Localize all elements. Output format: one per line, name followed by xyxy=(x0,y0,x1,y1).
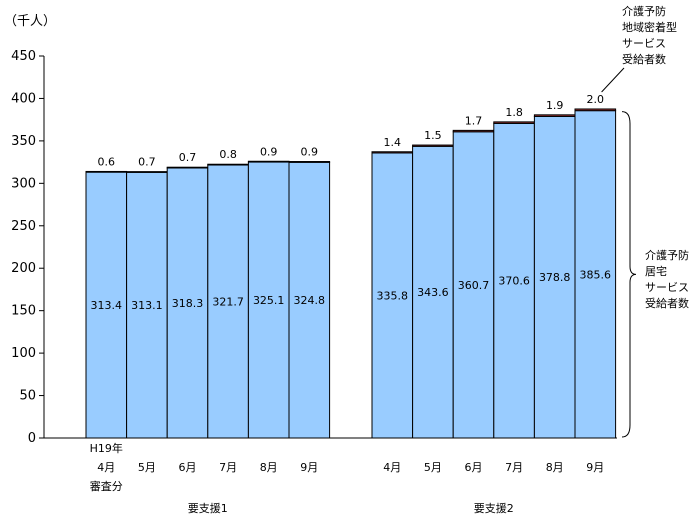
category-label: 8月 xyxy=(260,461,278,474)
y-tick-label: 300 xyxy=(11,176,36,191)
category-label: 9月 xyxy=(300,461,318,474)
data-label-home-service: 313.4 xyxy=(91,299,123,312)
series-label-home-service: サービス xyxy=(645,281,689,294)
data-label-community-service: 0.7 xyxy=(179,151,197,164)
category-label: 9月 xyxy=(586,461,604,474)
series-label-community-service: 地域密着型 xyxy=(622,20,677,34)
bar-segment-community-service xyxy=(166,166,209,169)
y-tick-label: 250 xyxy=(11,219,36,234)
data-labels: 313.4 0.6 313.1 0.7 318.3 0.7 321.7 0.8 325.1 0.9… xyxy=(91,93,612,312)
data-label-community-service: 0.9 xyxy=(301,146,319,159)
data-label-home-service: 325.1 xyxy=(253,294,285,307)
group-label: 要支援2 xyxy=(474,501,514,515)
data-label-community-service: 1.9 xyxy=(546,99,564,112)
data-label-community-service: 0.9 xyxy=(260,145,278,158)
category-label: 8月 xyxy=(546,461,564,474)
data-label-community-service: 1.7 xyxy=(465,114,483,127)
y-tick-label: 350 xyxy=(11,134,36,149)
category-label: 4月 xyxy=(383,461,401,474)
category-label: 5月 xyxy=(424,461,442,474)
bar-segment-home-service xyxy=(371,152,414,439)
data-label-community-service: 1.4 xyxy=(384,136,402,149)
bar-segment-community-service xyxy=(412,144,454,147)
category-label: 7月 xyxy=(219,461,237,474)
y-tick-label: 450 xyxy=(11,49,36,64)
data-label-community-service: 1.8 xyxy=(505,106,523,119)
data-label-home-service: 378.8 xyxy=(539,271,571,284)
data-label-home-service: 324.8 xyxy=(294,294,326,307)
series-label-home-service: 受給者数 xyxy=(645,296,689,310)
bar-segment-community-service xyxy=(493,121,535,124)
data-label-community-service: 1.5 xyxy=(424,129,442,142)
category-label: 審査分 xyxy=(90,479,123,493)
bar-segment-community-service xyxy=(533,114,576,117)
bar-segment-community-service xyxy=(85,170,128,173)
bar-segment-community-service xyxy=(371,151,414,154)
category-label: 5月 xyxy=(138,461,156,474)
category-label: 4月 xyxy=(97,461,115,474)
bar-segment-home-service xyxy=(412,145,454,439)
y-tick-label: 100 xyxy=(11,346,36,361)
group-label: 要支援1 xyxy=(188,501,228,515)
category-label: 6月 xyxy=(465,461,483,474)
y-tick-label: 150 xyxy=(11,304,36,319)
category-label: H19年 xyxy=(90,441,123,455)
data-label-home-service: 335.8 xyxy=(377,289,409,302)
data-label-home-service: 360.7 xyxy=(458,279,490,292)
series-label-community-service: サービス xyxy=(622,37,666,50)
bar-segment-community-service xyxy=(288,161,331,163)
series-label-community-service: 介護予防 xyxy=(622,4,666,18)
bar-segment-home-service xyxy=(452,131,495,439)
y-tick-label: 50 xyxy=(19,389,36,404)
category-label: 6月 xyxy=(179,461,197,474)
bar-segment-home-service xyxy=(126,171,168,439)
brace-home-service xyxy=(621,111,637,438)
series-label-home-service: 介護予防 xyxy=(645,248,689,262)
bar-segment-home-service xyxy=(166,167,209,439)
data-label-home-service: 313.1 xyxy=(131,299,163,312)
bar-segment-community-service xyxy=(126,171,168,173)
data-label-community-service: 0.8 xyxy=(219,148,237,161)
series-label-home-service: 居宅 xyxy=(645,264,667,278)
bar-segment-home-service xyxy=(574,110,617,439)
bar-segment-home-service xyxy=(247,161,290,439)
bar-segment-home-service xyxy=(207,164,249,439)
leader-line-community-service xyxy=(601,67,625,93)
bars xyxy=(85,108,617,439)
data-label-community-service: 0.7 xyxy=(138,156,156,169)
category-label: 7月 xyxy=(505,461,523,474)
data-label-home-service: 321.7 xyxy=(212,295,244,308)
y-tick-label: 400 xyxy=(11,91,36,106)
bar-segment-community-service xyxy=(574,108,617,112)
bar-segment-community-service xyxy=(452,129,495,133)
data-label-community-service: 2.0 xyxy=(587,93,605,106)
series-label-community-service: 受給者数 xyxy=(622,52,666,66)
data-label-home-service: 385.6 xyxy=(580,268,612,281)
bar-segment-home-service xyxy=(85,171,128,439)
y-tick-label: 0 xyxy=(28,431,36,446)
y-axis-unit-label: （千人） xyxy=(4,14,56,29)
data-label-home-service: 343.6 xyxy=(417,286,449,299)
bar-segment-community-service xyxy=(247,160,290,163)
y-tick-label: 200 xyxy=(11,261,36,276)
data-label-community-service: 0.6 xyxy=(98,155,116,168)
bar-segment-home-service xyxy=(288,161,331,439)
bar-segment-community-service xyxy=(207,163,249,166)
data-label-home-service: 370.6 xyxy=(498,275,530,288)
data-label-home-service: 318.3 xyxy=(172,297,204,310)
